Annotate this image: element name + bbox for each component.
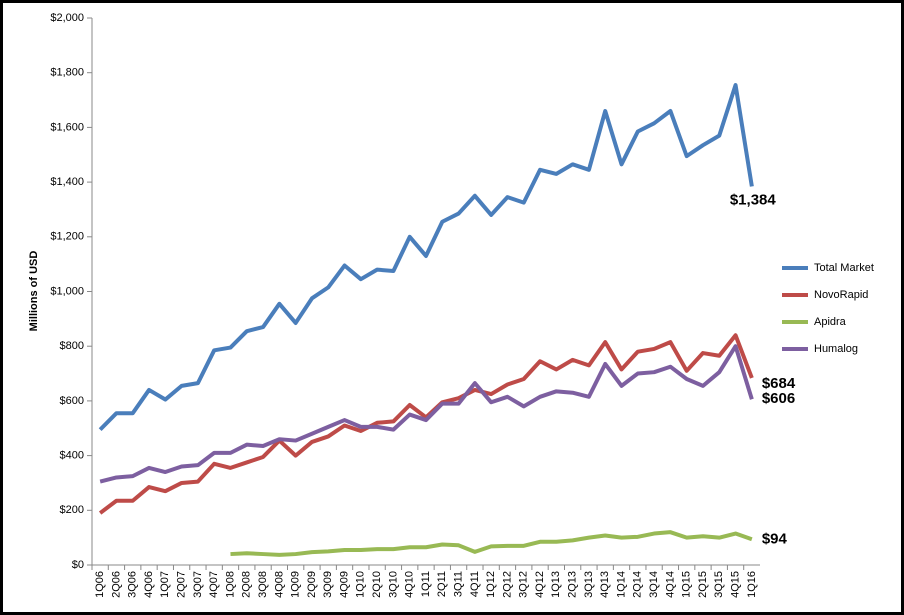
x-tick-label: 1Q13 bbox=[550, 571, 562, 598]
y-tick-label: $0 bbox=[72, 559, 84, 571]
y-tick-label: $1,000 bbox=[50, 285, 84, 297]
legend-label: NovoRapid bbox=[814, 289, 868, 301]
legend-label: Humalog bbox=[814, 343, 858, 355]
x-tick-label: 3Q10 bbox=[387, 571, 399, 598]
x-tick-label: 4Q08 bbox=[273, 571, 285, 598]
x-tick-label: 3Q09 bbox=[322, 571, 334, 598]
x-tick-label: 4Q14 bbox=[664, 571, 676, 598]
x-tick-label: 2Q14 bbox=[632, 571, 644, 598]
x-tick-label: 1Q09 bbox=[290, 571, 302, 598]
y-tick-label: $600 bbox=[60, 395, 84, 407]
x-tick-label: 4Q13 bbox=[599, 571, 611, 598]
y-tick-label: $800 bbox=[60, 340, 84, 352]
x-tick-label: 2Q11 bbox=[436, 571, 448, 597]
x-tick-label: 1Q11 bbox=[420, 571, 432, 597]
x-tick-label: 1Q16 bbox=[746, 571, 758, 598]
x-tick-label: 1Q10 bbox=[355, 571, 367, 598]
series-line bbox=[99, 344, 754, 484]
x-tick-label: 3Q13 bbox=[583, 571, 595, 598]
end-label: $1,384 bbox=[730, 191, 777, 208]
x-tick-label: 4Q12 bbox=[534, 571, 546, 598]
x-tick-label: 2Q15 bbox=[697, 571, 709, 598]
x-tick-label: 4Q15 bbox=[729, 571, 741, 598]
x-tick-label: 4Q10 bbox=[404, 571, 416, 598]
y-tick-label: $1,800 bbox=[50, 67, 84, 79]
x-tick-label: 3Q14 bbox=[648, 571, 660, 598]
y-tick-label: $2,000 bbox=[50, 12, 84, 24]
y-tick-label: $1,600 bbox=[50, 121, 84, 133]
x-tick-label: 1Q14 bbox=[615, 571, 627, 598]
series-line bbox=[230, 530, 753, 557]
x-tick-label: 3Q07 bbox=[192, 571, 204, 598]
x-tick-label: 4Q06 bbox=[143, 571, 155, 598]
y-axis-label: Millions of USD bbox=[28, 251, 40, 332]
x-tick-label: 3Q15 bbox=[713, 571, 725, 598]
x-tick-label: 3Q11 bbox=[452, 571, 464, 597]
x-tick-label: 2Q06 bbox=[110, 571, 122, 598]
y-tick-label: $1,200 bbox=[50, 231, 84, 243]
x-tick-label: 2Q08 bbox=[241, 571, 253, 598]
legend-label: Apidra bbox=[814, 316, 847, 328]
x-tick-label: 2Q10 bbox=[371, 571, 383, 598]
x-tick-label: 3Q12 bbox=[518, 571, 530, 598]
x-tick-label: 1Q07 bbox=[159, 571, 171, 598]
x-tick-label: 1Q08 bbox=[224, 571, 236, 598]
x-tick-label: 4Q07 bbox=[208, 571, 220, 598]
y-tick-label: $200 bbox=[60, 504, 84, 516]
x-tick-label: 2Q13 bbox=[567, 571, 579, 598]
end-label: $684 bbox=[762, 375, 796, 392]
x-tick-label: 1Q15 bbox=[681, 571, 693, 598]
x-tick-label: 1Q12 bbox=[485, 571, 497, 598]
y-tick-label: $400 bbox=[60, 450, 84, 462]
x-tick-label: 1Q06 bbox=[94, 571, 106, 598]
legend-label: Total Market bbox=[814, 262, 874, 274]
series-line bbox=[98, 83, 754, 432]
y-tick-label: $1,400 bbox=[50, 176, 84, 188]
end-label: $94 bbox=[762, 530, 788, 547]
x-tick-label: 2Q09 bbox=[306, 571, 318, 598]
x-tick-label: 3Q08 bbox=[257, 571, 269, 598]
x-tick-label: 3Q06 bbox=[127, 571, 139, 598]
x-tick-label: 2Q07 bbox=[176, 571, 188, 598]
end-label: $606 bbox=[762, 390, 795, 407]
x-tick-label: 4Q11 bbox=[469, 571, 481, 597]
x-tick-label: 2Q12 bbox=[501, 571, 513, 598]
x-tick-label: 4Q09 bbox=[338, 571, 350, 598]
